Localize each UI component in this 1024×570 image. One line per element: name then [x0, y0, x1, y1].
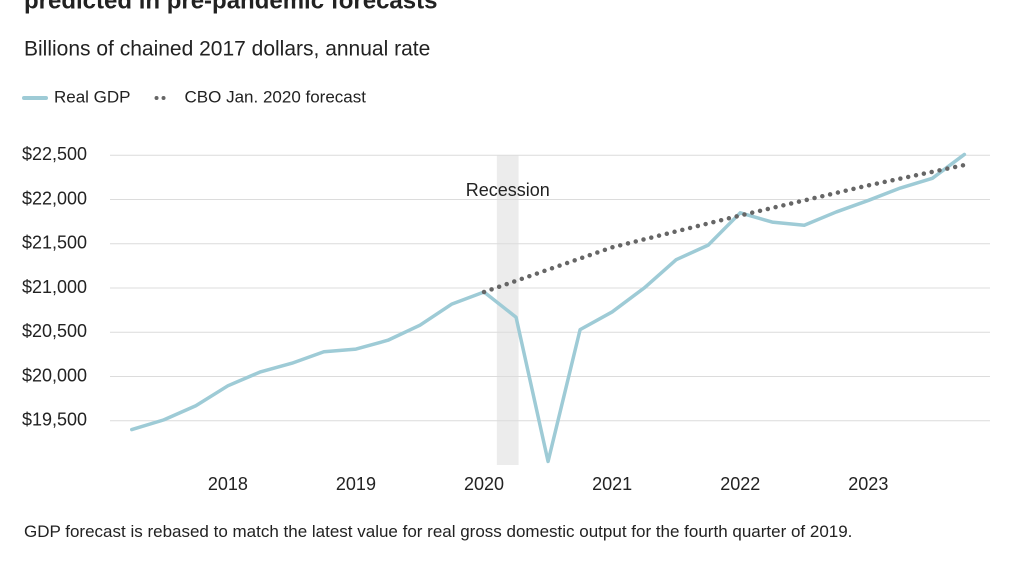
- x-tick-label: 2020: [464, 474, 504, 494]
- y-tick-label: $22,000: [22, 188, 87, 208]
- x-tick-label: 2023: [848, 474, 888, 494]
- legend-label: CBO Jan. 2020 forecast: [185, 87, 367, 106]
- series-line: [481, 162, 967, 295]
- recession-label: Recession: [466, 180, 550, 200]
- y-tick-label: $19,500: [22, 410, 87, 430]
- chart-title: predicted in pre-pandemic forecasts: [24, 0, 437, 14]
- chart-note: GDP forecast is rebased to match the lat…: [24, 522, 853, 541]
- chart: predicted in pre-pandemic forecasts Bill…: [22, 0, 990, 494]
- legend-label: Real GDP: [54, 87, 131, 106]
- chart-subtitle: Billions of chained 2017 dollars, annual…: [24, 38, 430, 61]
- x-tick-label: 2022: [720, 474, 760, 494]
- y-tick-label: $20,500: [22, 321, 87, 341]
- y-tick-label: $21,500: [22, 233, 87, 253]
- x-tick-label: 2018: [208, 474, 248, 494]
- y-tick-label: $21,000: [22, 277, 87, 297]
- y-tick-label: $20,000: [22, 365, 87, 385]
- series-line: [130, 152, 967, 464]
- x-tick-label: 2019: [336, 474, 376, 494]
- x-tick-label: 2021: [592, 474, 632, 494]
- y-tick-label: $22,500: [22, 144, 87, 164]
